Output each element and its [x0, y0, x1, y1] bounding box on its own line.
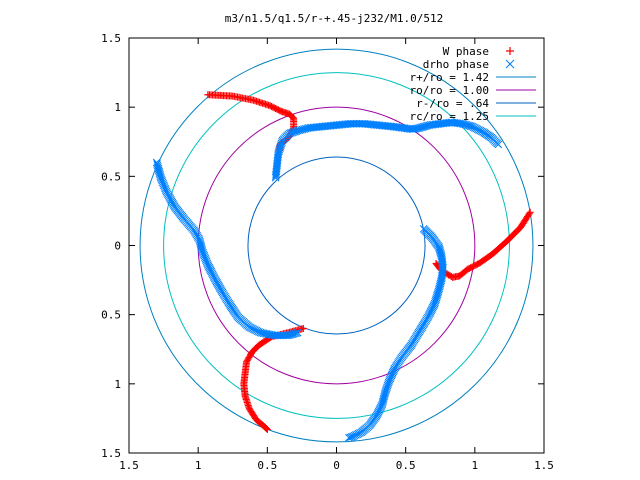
data-point — [197, 242, 205, 251]
data-point — [196, 240, 205, 249]
legend-marker — [506, 47, 514, 55]
legend-label: W phase — [443, 45, 489, 58]
data-point — [380, 391, 389, 399]
data-point — [432, 259, 440, 267]
reference-circles — [139, 48, 534, 443]
x-tick-label: 0.5 — [257, 459, 277, 472]
legend-label: ro/ro = 1.00 — [410, 84, 489, 97]
data-point — [292, 329, 301, 337]
data-point — [155, 167, 164, 176]
y-tick-label: 0.5 — [101, 170, 121, 183]
data-point — [286, 129, 295, 137]
y-tick-label: 0 — [114, 240, 121, 253]
x-tick-label: 1.5 — [119, 459, 139, 472]
y-axis-ticks: 1.5 1 0.5 0 0.5 1 1.5 — [101, 32, 544, 460]
data-point — [438, 271, 446, 280]
data-point — [295, 126, 304, 135]
data-point — [379, 394, 388, 403]
reference-circle — [163, 72, 510, 419]
data-point — [262, 425, 270, 433]
data-point — [274, 152, 282, 160]
data-point — [263, 425, 271, 433]
data-point — [436, 278, 445, 286]
data-point — [285, 129, 294, 138]
y-tick-label: 1 — [114, 101, 121, 114]
data-point — [347, 433, 356, 441]
data-point — [293, 328, 302, 337]
data-point — [292, 127, 301, 135]
chart-title: m3/n1.5/q1.5/r-+.45-j232/M1.0/512 — [225, 12, 444, 25]
y-tick-label: 1.5 — [101, 447, 121, 460]
legend-label: rc/ro = 1.25 — [410, 110, 489, 123]
data-point — [466, 122, 475, 130]
y-tick-label: 0.5 — [101, 309, 121, 322]
data-point — [197, 244, 206, 252]
x-tick-label: 1.5 — [534, 459, 554, 472]
data-point — [379, 395, 388, 404]
data-point — [437, 273, 446, 281]
legend-label: drho phase — [423, 58, 489, 71]
data-point — [288, 128, 297, 137]
data-point — [346, 433, 355, 442]
data-point — [465, 121, 474, 130]
data-point — [289, 128, 298, 136]
data-point — [243, 356, 251, 364]
data-point — [261, 329, 269, 338]
data-point — [155, 169, 164, 178]
data-point — [265, 330, 274, 339]
data-point — [297, 126, 305, 134]
data-point — [300, 125, 308, 133]
x-tick-label: 1 — [472, 459, 479, 472]
data-point — [196, 239, 205, 247]
data-point — [436, 281, 444, 289]
x-tick-label: 0 — [333, 459, 340, 472]
y-tick-label: 1 — [114, 378, 121, 391]
data-point — [259, 329, 268, 338]
data-point — [298, 125, 307, 134]
data-point — [437, 276, 446, 285]
data-point — [258, 329, 266, 337]
data-point — [345, 433, 353, 442]
data-point — [156, 170, 164, 179]
data-point — [291, 329, 299, 338]
legend-label: r+/ro = 1.42 — [410, 71, 489, 84]
series-cross — [152, 118, 503, 442]
data-point — [196, 237, 204, 246]
data-point — [274, 150, 283, 159]
data-point — [264, 330, 272, 339]
x-tick-label: 1 — [195, 459, 202, 472]
reference-circle — [247, 156, 426, 335]
data-point — [293, 126, 302, 135]
data-point — [195, 236, 204, 244]
legend-marker — [505, 59, 515, 69]
data-point — [436, 279, 445, 288]
data-point — [379, 397, 387, 406]
data-point — [381, 389, 389, 398]
x-tick-label: 0.5 — [396, 459, 416, 472]
data-point — [154, 163, 162, 171]
legend-label: r-/ro = .64 — [416, 97, 489, 110]
reference-circle — [139, 48, 534, 443]
data-point — [154, 164, 163, 173]
data-point — [494, 140, 503, 149]
data-series — [152, 91, 534, 442]
data-point — [153, 160, 161, 168]
data-point — [301, 124, 310, 133]
data-point — [256, 328, 265, 337]
data-point — [291, 127, 299, 136]
data-point — [153, 161, 162, 170]
data-point — [380, 392, 388, 401]
data-point — [154, 166, 163, 174]
data-point — [349, 432, 357, 441]
x-axis-ticks: 1.5 1 0.5 0 0.5 1 1.5 — [119, 38, 554, 472]
data-point — [262, 330, 271, 338]
y-tick-label: 1.5 — [101, 32, 121, 45]
data-point — [435, 282, 444, 291]
data-point — [437, 274, 446, 283]
data-point — [152, 158, 161, 167]
series-plus — [204, 91, 534, 433]
